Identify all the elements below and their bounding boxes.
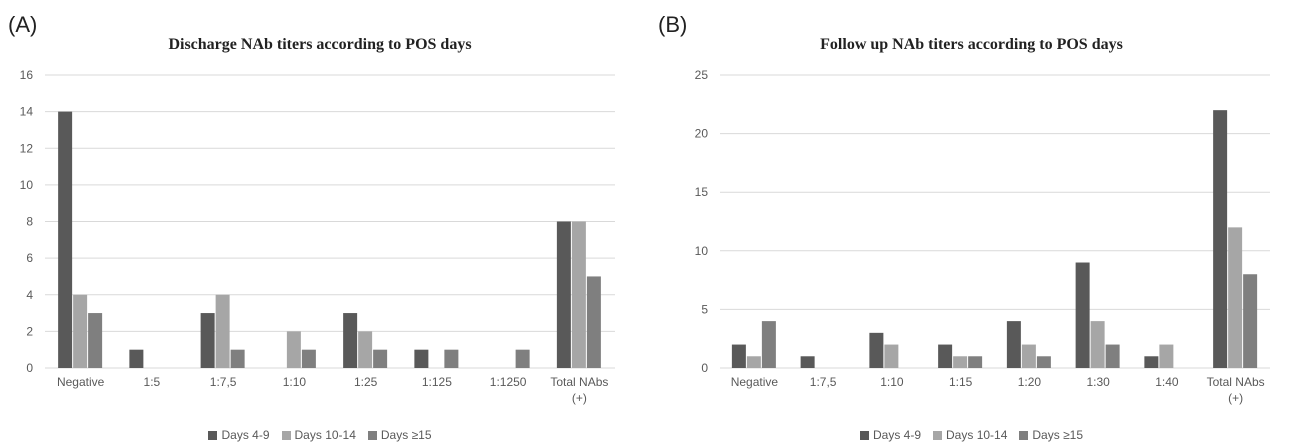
- legend-label: Days 10-14: [946, 428, 1008, 442]
- bar: [731, 344, 746, 368]
- x-tick-label: (+): [572, 391, 587, 405]
- chart-panel-b: (B) Follow up NAb titers according to PO…: [650, 0, 1293, 446]
- x-tick-label: 1:25: [354, 375, 378, 389]
- bar: [286, 331, 301, 368]
- bar: [88, 313, 103, 368]
- x-tick-label: 1:7,5: [810, 375, 837, 389]
- legend-label: Days 4-9: [221, 428, 270, 442]
- bar: [58, 111, 73, 368]
- bar: [301, 349, 316, 368]
- x-tick-label: 1:1250: [490, 375, 527, 389]
- bar: [761, 321, 776, 368]
- bar: [373, 349, 388, 368]
- x-tick-label: 1:15: [949, 375, 973, 389]
- y-tick-label: 5: [701, 302, 708, 316]
- bar: [1228, 227, 1243, 368]
- y-tick-label: 2: [26, 324, 33, 338]
- y-tick-label: 12: [20, 141, 34, 155]
- bar: [414, 349, 429, 368]
- legend-swatch: [281, 430, 291, 440]
- y-tick-label: 15: [695, 185, 709, 199]
- x-tick-label: 1:20: [1018, 375, 1042, 389]
- chart-title: Follow up NAb titers according to POS da…: [820, 36, 1123, 53]
- legend-item: Days ≥15: [1019, 428, 1083, 442]
- x-tick-label: Negative: [57, 375, 105, 389]
- bar: [1144, 356, 1159, 368]
- legend-swatch: [933, 430, 943, 440]
- bar: [938, 344, 953, 368]
- x-tick-label: 1:5: [144, 375, 161, 389]
- bar: [200, 313, 215, 368]
- chart-title: Discharge NAb titers according to POS da…: [168, 36, 472, 53]
- bar: [1075, 262, 1090, 368]
- bar: [73, 294, 88, 368]
- bar: [444, 349, 459, 368]
- bar: [1243, 274, 1258, 368]
- bar: [1021, 344, 1036, 368]
- x-tick-label: Negative: [731, 375, 779, 389]
- legend-item: Days 10-14: [933, 428, 1007, 442]
- y-tick-label: 6: [26, 251, 33, 265]
- y-tick-label: 16: [20, 68, 34, 82]
- y-tick-label: 4: [26, 288, 33, 302]
- legend-label: Days ≥15: [380, 428, 432, 442]
- panel-label: (B): [658, 12, 688, 37]
- y-tick-label: 0: [701, 361, 708, 375]
- chart-legend: Days 4-9 Days 10-14 Days ≥15: [0, 428, 640, 442]
- legend-swatch: [367, 430, 377, 440]
- bar: [230, 349, 245, 368]
- y-tick-label: 10: [20, 178, 34, 192]
- bar: [215, 294, 230, 368]
- legend-item: Days 10-14: [281, 428, 356, 442]
- legend-label: Days 10-14: [294, 428, 356, 442]
- x-tick-label: 1:125: [422, 375, 452, 389]
- y-tick-label: 20: [695, 127, 709, 141]
- bar: [1006, 321, 1021, 368]
- bar: [1213, 110, 1228, 368]
- bar: [968, 356, 983, 368]
- chart-panel-a: (A) Discharge NAb titers according to PO…: [0, 0, 640, 446]
- bar: [1159, 344, 1174, 368]
- x-tick-label: 1:40: [1155, 375, 1179, 389]
- legend-swatch: [1019, 430, 1029, 440]
- y-tick-label: 0: [26, 361, 33, 375]
- y-tick-label: 8: [26, 215, 33, 229]
- bar: [746, 356, 761, 368]
- bar: [556, 221, 571, 368]
- bar: [586, 276, 601, 368]
- y-tick-label: 25: [695, 68, 709, 82]
- x-tick-label: 1:7,5: [210, 375, 237, 389]
- chart-legend: Days 4-9 Days 10-14 Days ≥15: [650, 428, 1293, 442]
- bar: [129, 349, 144, 368]
- bar: [1090, 321, 1105, 368]
- chart-plot-area: 0 2 4 6 8 10 12 14 16 Negative 1:5 1:7,5 1:10 1:25 1:1…: [20, 68, 615, 405]
- x-tick-label: 1:30: [1086, 375, 1110, 389]
- bar: [1036, 356, 1051, 368]
- x-tick-label: 1:10: [283, 375, 307, 389]
- bar: [953, 356, 968, 368]
- x-tick-label: (+): [1228, 391, 1243, 405]
- bar: [515, 349, 530, 368]
- bar: [358, 331, 373, 368]
- bar: [1105, 344, 1120, 368]
- chart-plot-area: 0 5 10 15 20 25 Negative 1:7,5 1:10 1:15 1:20 1:30 1…: [695, 68, 1270, 405]
- legend-item: Days 4-9: [859, 428, 922, 442]
- x-tick-label: 1:10: [880, 375, 904, 389]
- bar: [800, 356, 815, 368]
- x-tick-label: Total NAbs: [550, 375, 608, 389]
- y-tick-label: 14: [20, 105, 34, 119]
- legend-swatch: [208, 430, 218, 440]
- legend-item: Days ≥15: [367, 428, 432, 442]
- bar: [343, 313, 358, 368]
- legend-swatch: [859, 430, 869, 440]
- panel-label: (A): [8, 12, 38, 37]
- bar: [869, 332, 884, 368]
- bar: [884, 344, 899, 368]
- legend-label: Days 4-9: [872, 428, 922, 442]
- y-tick-label: 10: [695, 244, 709, 258]
- legend-label: Days ≥15: [1032, 428, 1083, 442]
- legend-item: Days 4-9: [208, 428, 270, 442]
- x-tick-label: Total NAbs: [1207, 375, 1265, 389]
- bar: [571, 221, 586, 368]
